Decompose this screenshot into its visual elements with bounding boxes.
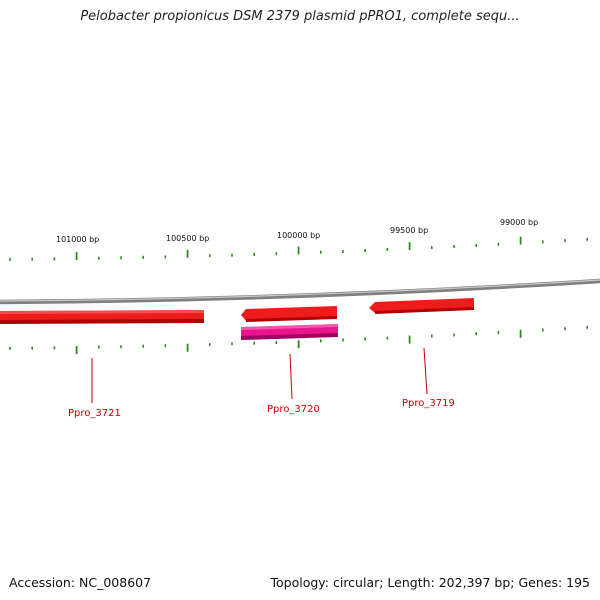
gene-feature-ppro-3719[interactable] <box>369 298 474 314</box>
gene-label-ppro-3720[interactable]: Ppro_3720 <box>267 404 320 415</box>
ruler-label-101000: 101000 bp <box>56 235 99 244</box>
ruler-label-100500: 100500 bp <box>166 234 209 243</box>
gene-feature-ppro-3720[interactable] <box>241 306 337 322</box>
gene-label-leaders <box>91 347 428 403</box>
sequence-backbone <box>0 278 600 305</box>
gene-label-ppro-3721[interactable]: Ppro_3721 <box>68 408 121 419</box>
ruler-labels: 101000 bp 100500 bp 100000 bp 99500 bp 9… <box>56 218 538 244</box>
gene-feature-ppro-3721[interactable] <box>0 310 204 324</box>
ruler-label-99500: 99500 bp <box>390 226 428 235</box>
gene-label-ppro-3719[interactable]: Ppro_3719 <box>402 398 455 409</box>
ruler-label-100000: 100000 bp <box>277 231 320 240</box>
ruler-ticks-inner <box>9 325 589 354</box>
map-title: Pelobacter propionicus DSM 2379 plasmid … <box>80 9 520 24</box>
ruler-ticks-outer <box>9 236 589 261</box>
gene-feature-pink[interactable] <box>241 324 338 340</box>
gene-labels: Ppro_3721 Ppro_3720 Ppro_3719 <box>68 398 455 419</box>
sequence-summary: Topology: circular; Length: 202,397 bp; … <box>270 575 591 590</box>
accession-info: Accession: NC_008607 <box>9 575 152 590</box>
ruler-label-99000: 99000 bp <box>500 218 538 227</box>
